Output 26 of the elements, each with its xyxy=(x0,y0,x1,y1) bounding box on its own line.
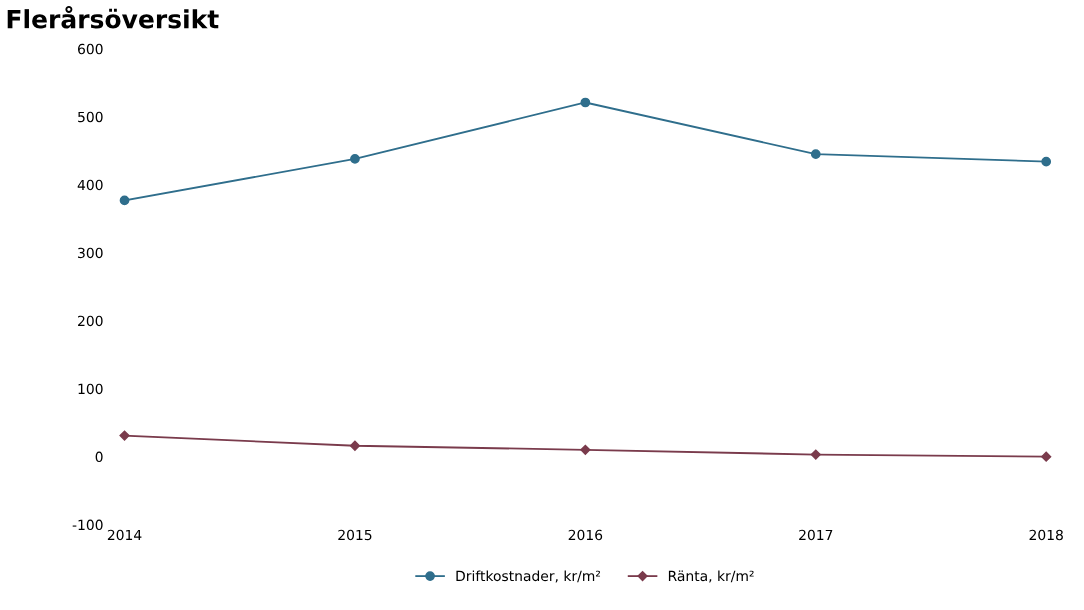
point xyxy=(580,97,591,108)
y-tick-label: 300 xyxy=(78,247,103,259)
chart-title: Flerårsöversikt xyxy=(7,5,219,29)
point xyxy=(1041,156,1052,167)
point xyxy=(350,154,360,164)
point xyxy=(349,440,361,451)
x-tick-label: 2015 xyxy=(338,529,372,541)
y-tick-label: 100 xyxy=(78,383,103,395)
x-tick-label: 2018 xyxy=(1029,529,1063,541)
x-tick-label: 2014 xyxy=(107,529,142,541)
y-tick-label: 600 xyxy=(78,43,103,55)
y-tick-label: 200 xyxy=(78,315,103,327)
y-tick-label: 0 xyxy=(95,451,103,463)
y-tick-label: 400 xyxy=(77,179,103,191)
y-tick-label: -100 xyxy=(72,519,103,531)
y-tick-label: 500 xyxy=(78,111,103,123)
x-tick-label: 2016 xyxy=(568,529,603,541)
point xyxy=(1041,451,1052,462)
x-tick-label: 2017 xyxy=(799,529,833,541)
point xyxy=(119,195,130,206)
legend-label: Driftkostnader, kr/m² xyxy=(456,570,601,583)
legend-label: Ränta, kr/m² xyxy=(668,570,754,583)
point xyxy=(810,449,821,460)
point xyxy=(119,430,130,441)
point xyxy=(810,149,821,160)
point xyxy=(580,444,591,455)
